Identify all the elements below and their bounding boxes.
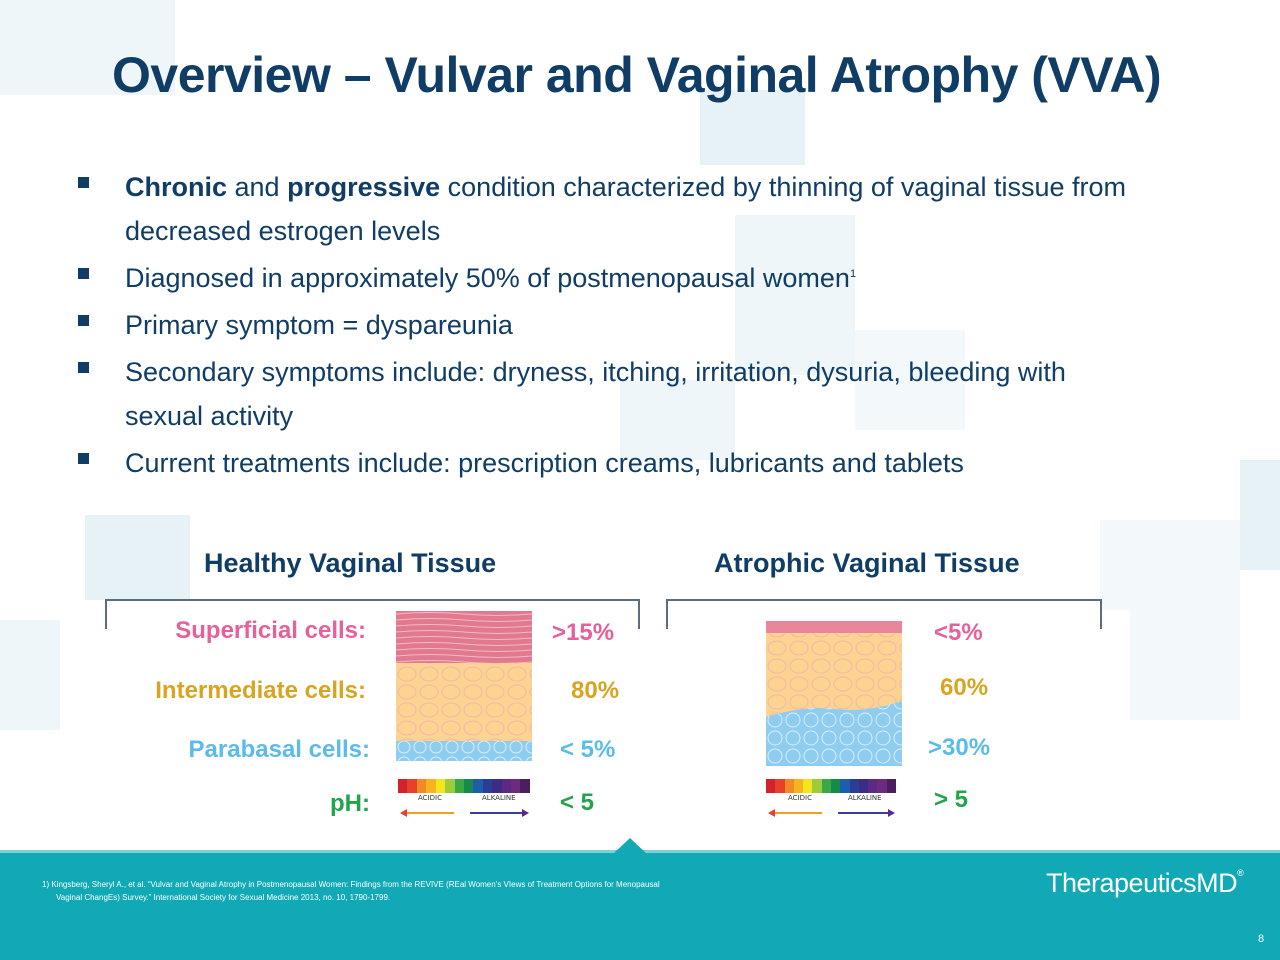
superficial-cells-label: Superficial cells: — [175, 617, 366, 644]
bullet-list: Chronic and progressive condition charac… — [78, 165, 1218, 488]
healthy-intermediate-value: 80% — [571, 677, 620, 704]
healthy-bracket — [105, 599, 640, 629]
bullet-item: Current treatments include: prescription… — [78, 441, 1218, 485]
bg-square — [0, 620, 60, 730]
bullet-item: Chronic and progressive condition charac… — [78, 165, 1218, 253]
ph-label: pH: — [330, 790, 370, 817]
atrophic-bracket — [666, 599, 1102, 629]
bg-square — [0, 0, 175, 95]
reference-footnote: 1) Kingsberg, Sheryl A., et al. “Vulvar … — [42, 878, 842, 904]
logo-text: TherapeuticsMD — [1046, 868, 1238, 898]
bg-square — [1130, 610, 1240, 720]
bullet-square-icon — [78, 315, 89, 326]
company-logo: TherapeuticsMD® — [1046, 868, 1244, 899]
bullet-text: and — [227, 172, 288, 202]
bg-square — [1100, 520, 1240, 610]
bullet-square-icon — [78, 177, 89, 188]
bullet-square-icon — [78, 268, 89, 279]
atrophic-ph-value: > 5 — [934, 786, 969, 813]
bullet-item: Secondary symptoms include: dryness, itc… — [78, 350, 1218, 438]
bullet-text: Primary symptom = dyspareunia — [125, 310, 513, 340]
ph-color-strip — [398, 779, 530, 793]
atrophic-superficial-value: <5% — [934, 619, 983, 646]
atrophic-tissue-graphic — [766, 621, 902, 766]
bullet-item: Diagnosed in approximately 50% of postme… — [78, 256, 1218, 300]
ph-arrows-icon — [400, 809, 529, 817]
bullet-item: Primary symptom = dyspareunia — [78, 303, 1218, 347]
healthy-parabasal-value: < 5% — [560, 736, 616, 763]
bullet-text: condition characterized by thinning of v… — [125, 172, 1127, 246]
alkaline-label: ALKALINE — [848, 794, 882, 802]
atrophic-ph-scale: ACIDIC ALKALINE — [766, 779, 896, 819]
healthy-tissue-illustration — [396, 611, 532, 761]
atrophic-tissue-heading: Atrophic Vaginal Tissue — [714, 548, 1020, 578]
healthy-ph-value: < 5 — [560, 789, 595, 816]
healthy-ph-scale: ACIDIC ALKALINE — [398, 779, 530, 819]
bullet-text: Secondary symptoms include: dryness, itc… — [125, 357, 1066, 431]
bg-square — [85, 515, 190, 600]
bg-square — [855, 330, 965, 430]
intermediate-cells-label: Intermediate cells: — [155, 677, 366, 704]
page-number: 8 — [1258, 933, 1265, 945]
bullet-square-icon — [78, 453, 89, 464]
healthy-superficial-value: >15% — [552, 619, 615, 646]
acidic-label: ACIDIC — [788, 794, 812, 802]
atrophic-intermediate-value: 60% — [940, 674, 989, 701]
ph-arrows-icon — [768, 809, 895, 817]
footer-band — [0, 852, 1280, 960]
bg-square — [700, 90, 805, 165]
bullet-square-icon — [78, 362, 89, 373]
bullet-text: Current treatments include: prescription… — [125, 448, 964, 478]
reference-line: 1) Kingsberg, Sheryl A., et al. “Vulvar … — [42, 880, 660, 889]
bg-square — [620, 380, 735, 460]
footer-notch-icon — [614, 838, 646, 853]
atrophic-parabasal-value: >30% — [928, 734, 991, 761]
atrophic-tissue-illustration — [766, 621, 902, 766]
footnote-marker: 1 — [849, 268, 857, 280]
healthy-tissue-heading: Healthy Vaginal Tissue — [204, 548, 497, 578]
healthy-tissue-graphic — [396, 611, 532, 761]
bg-square — [735, 215, 855, 375]
parabasal-cells-label: Parabasal cells: — [188, 736, 370, 763]
bullet-bold-text: Chronic — [125, 172, 228, 202]
page-title: Overview – Vulvar and Vaginal Atrophy (V… — [112, 47, 1162, 103]
ph-color-strip — [766, 779, 896, 793]
alkaline-label: ALKALINE — [482, 794, 516, 802]
acidic-label: ACIDIC — [418, 794, 442, 802]
bullet-bold-text: progressive — [287, 172, 441, 202]
bullet-text: Diagnosed in approximately 50% of postme… — [125, 263, 850, 293]
bg-square — [1240, 460, 1280, 570]
reference-line: Vaginal ChangEs) Survey.” International … — [56, 893, 391, 902]
registered-mark: ® — [1237, 868, 1244, 878]
